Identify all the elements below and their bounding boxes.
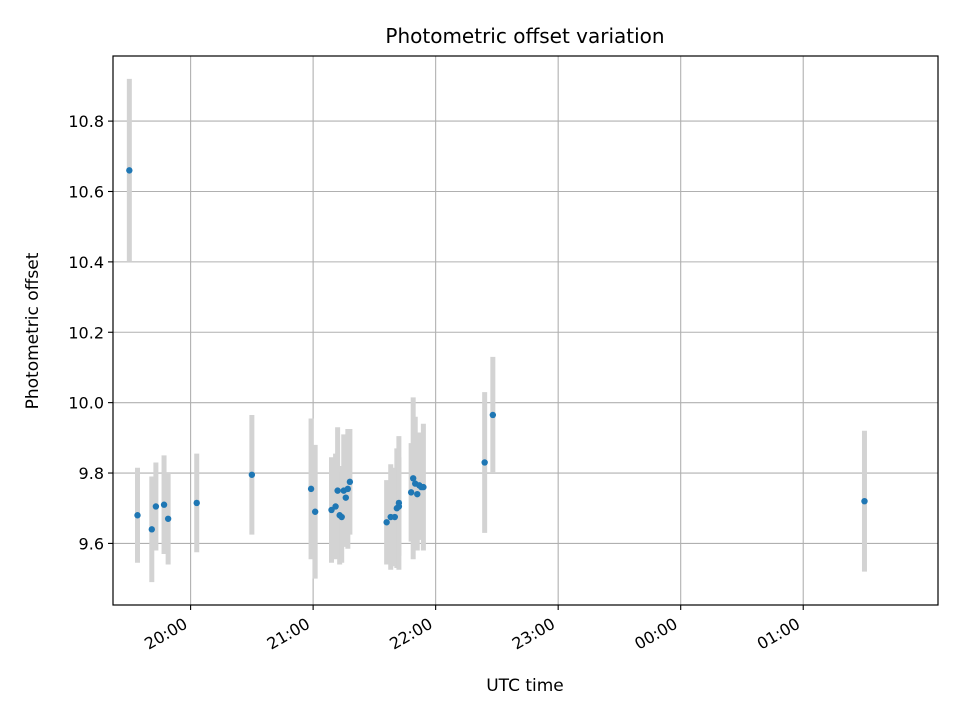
data-point [248, 471, 256, 478]
data-point [383, 519, 390, 526]
data-point [344, 485, 352, 493]
x-axis-label: UTC time [486, 676, 564, 696]
data-point [164, 515, 172, 522]
data-point [334, 487, 341, 494]
data-point [148, 526, 155, 533]
data-point [332, 503, 339, 510]
data-point [395, 503, 403, 510]
y-tick-label: 10.6 [68, 182, 104, 201]
plot-frame [112, 55, 939, 606]
y-tick-label: 10.8 [68, 112, 104, 131]
data-point [126, 167, 133, 174]
data-point [391, 513, 399, 521]
data-point [489, 411, 497, 419]
y-tick-label: 10.2 [68, 323, 104, 342]
data-point [160, 501, 168, 508]
data-point [134, 512, 141, 519]
data-point [481, 459, 488, 466]
chart-title: Photometric offset variation [385, 24, 664, 48]
data-point [407, 489, 415, 496]
y-axis-label: Photometric offset [23, 252, 43, 409]
data-point [338, 513, 345, 521]
data-point [193, 499, 200, 507]
data-point [311, 508, 319, 515]
data-point [307, 485, 315, 493]
y-tick-label: 9.8 [79, 464, 104, 483]
y-tick-label: 10.4 [68, 253, 104, 272]
data-point [342, 494, 349, 501]
y-tick-label: 10.0 [68, 394, 104, 413]
plot-area [113, 56, 938, 605]
data-point [152, 503, 160, 510]
data-point [861, 497, 868, 505]
y-axis: 9.6 9.8 10.0 10.2 10.4 10.6 10.8 [68, 112, 113, 553]
data-point [409, 475, 417, 482]
data-point [346, 478, 354, 486]
y-tick-label: 9.6 [79, 534, 104, 553]
data-point [414, 490, 421, 498]
data-points [126, 167, 868, 533]
data-point [420, 483, 427, 491]
